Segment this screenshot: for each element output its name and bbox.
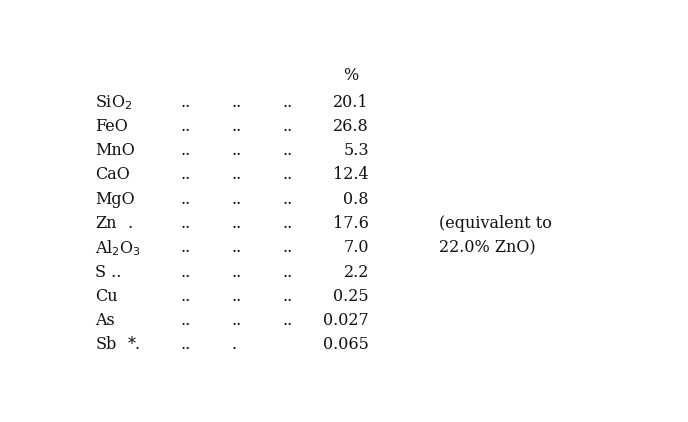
Text: 20.1: 20.1 (333, 94, 369, 111)
Text: FeO: FeO (96, 118, 128, 135)
Text: ..: .. (283, 142, 293, 159)
Text: ..: .. (232, 142, 242, 159)
Text: CaO: CaO (96, 167, 130, 184)
Text: ..: .. (232, 239, 242, 256)
Text: 2.2: 2.2 (343, 263, 369, 281)
Text: ..: .. (283, 215, 293, 232)
Text: ..: .. (180, 239, 191, 256)
Text: 12.4: 12.4 (333, 167, 369, 184)
Text: %: % (343, 67, 358, 84)
Text: ..: .. (180, 312, 191, 329)
Text: 7.0: 7.0 (343, 239, 369, 256)
Text: As: As (96, 312, 115, 329)
Text: ..: .. (180, 191, 191, 208)
Text: ..: .. (180, 94, 191, 111)
Text: ..: .. (283, 239, 293, 256)
Text: *.: *. (128, 336, 141, 353)
Text: ..: .. (232, 94, 242, 111)
Text: 26.8: 26.8 (333, 118, 369, 135)
Text: .: . (232, 336, 237, 353)
Text: ..: .. (232, 288, 242, 305)
Text: ..: .. (180, 336, 191, 353)
Text: .: . (128, 215, 133, 232)
Text: SiO$_2$: SiO$_2$ (96, 93, 133, 111)
Text: Sb: Sb (96, 336, 116, 353)
Text: ..: .. (283, 288, 293, 305)
Text: Al$_2$O$_3$: Al$_2$O$_3$ (96, 238, 141, 257)
Text: ..: .. (232, 312, 242, 329)
Text: ..: .. (180, 215, 191, 232)
Text: ..: .. (283, 263, 293, 281)
Text: ..: .. (180, 142, 191, 159)
Text: ..: .. (180, 167, 191, 184)
Text: ..: .. (283, 191, 293, 208)
Text: Cu: Cu (96, 288, 118, 305)
Text: ..: .. (283, 312, 293, 329)
Text: ..: .. (232, 118, 242, 135)
Text: ..: .. (232, 215, 242, 232)
Text: 5.3: 5.3 (343, 142, 369, 159)
Text: ..: .. (283, 94, 293, 111)
Text: ..: .. (180, 263, 191, 281)
Text: 0.065: 0.065 (323, 336, 369, 353)
Text: MnO: MnO (96, 142, 135, 159)
Text: S ..: S .. (96, 263, 122, 281)
Text: 0.8: 0.8 (343, 191, 369, 208)
Text: 0.027: 0.027 (323, 312, 369, 329)
Text: ..: .. (232, 191, 242, 208)
Text: ..: .. (180, 118, 191, 135)
Text: (equivalent to: (equivalent to (439, 215, 552, 232)
Text: ..: .. (283, 167, 293, 184)
Text: ..: .. (180, 288, 191, 305)
Text: ..: .. (232, 167, 242, 184)
Text: ..: .. (283, 118, 293, 135)
Text: 17.6: 17.6 (333, 215, 369, 232)
Text: MgO: MgO (96, 191, 135, 208)
Text: 22.0% ZnO): 22.0% ZnO) (439, 239, 535, 256)
Text: Zn: Zn (96, 215, 117, 232)
Text: ..: .. (232, 263, 242, 281)
Text: 0.25: 0.25 (333, 288, 369, 305)
